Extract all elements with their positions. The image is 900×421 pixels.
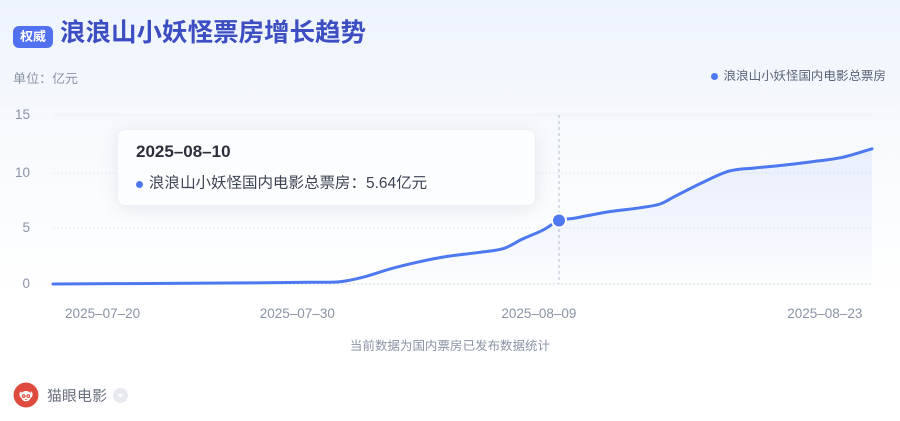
svg-text:10: 10 xyxy=(15,165,30,180)
svg-text:5: 5 xyxy=(22,220,30,235)
svg-text:15: 15 xyxy=(15,107,30,122)
svg-text:0: 0 xyxy=(22,276,30,291)
